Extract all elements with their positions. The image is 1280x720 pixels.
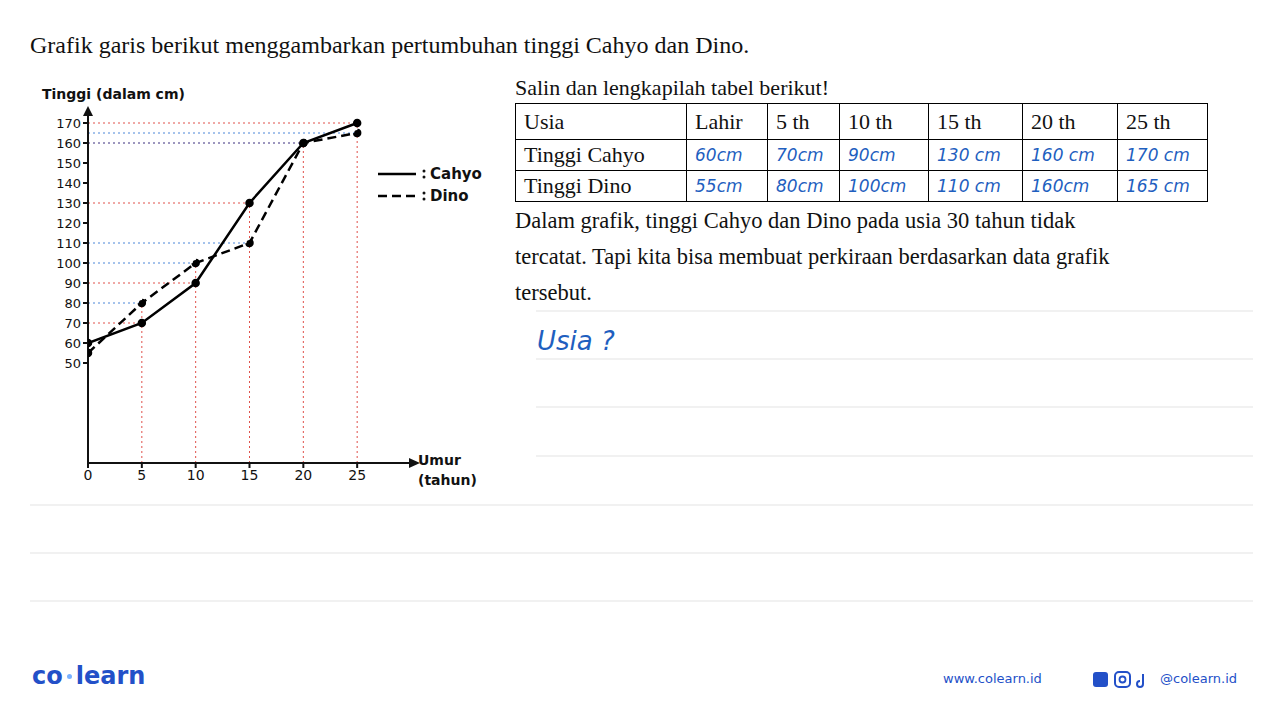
html-text:Usia: Usia (524, 108, 565, 134)
html-text:10 th: 10 th (848, 108, 893, 134)
svg-text:170: 170 (56, 116, 81, 131)
svg-text:90: 90 (64, 276, 81, 291)
html-text:130 cm: 130 cm (937, 145, 1001, 165)
html-text:165 cm: 165 cm (1126, 176, 1190, 196)
html-text:Tinggi Dino: Tinggi Dino (524, 173, 632, 198)
svg-text:80: 80 (64, 296, 81, 311)
svg-text:15: 15 (241, 467, 259, 483)
html-text:Dino: Dino (430, 187, 469, 205)
html-text:160cm: 160cm (1031, 176, 1090, 196)
svg-text:150: 150 (56, 156, 81, 171)
html-text:100cm: 100cm (848, 176, 907, 196)
html-text:90cm: 90cm (848, 145, 896, 165)
svg-text:20: 20 (294, 467, 312, 483)
svg-text:25: 25 (348, 467, 366, 483)
html-text:20 th: 20 th (1031, 108, 1076, 134)
svg-text:0: 0 (84, 467, 93, 483)
html-text:Dalam grafik, tinggi Cahyo dan: Dalam grafik, tinggi Cahyo dan Dino pada… (515, 208, 1076, 233)
svg-text:70: 70 (64, 316, 81, 331)
svg-text:140: 140 (56, 176, 81, 191)
html-text:60cm: 60cm (695, 145, 743, 165)
html-text:Salin dan lengkapilah tabel be: Salin dan lengkapilah tabel berikut! (515, 75, 829, 100)
svg-text:60: 60 (64, 336, 81, 351)
html-text:(tahun): (tahun) (418, 472, 477, 488)
html-text:110 cm: 110 cm (937, 176, 1001, 196)
html-text:Tinggi Cahyo: Tinggi Cahyo (524, 142, 645, 167)
html-text:160 cm: 160 cm (1031, 145, 1095, 165)
svg-text:50: 50 (64, 356, 81, 371)
html-text:www.colearn.id: www.colearn.id (943, 671, 1042, 686)
svg-text:130: 130 (56, 196, 81, 211)
svg-text:5: 5 (137, 467, 146, 483)
svg-text:120: 120 (56, 216, 81, 231)
svg-text:160: 160 (56, 136, 81, 151)
html-text:55cm: 55cm (695, 176, 743, 196)
svg-text:110: 110 (56, 236, 81, 251)
html-text:Lahir: Lahir (695, 108, 743, 134)
html-text:Usia ?: Usia ? (537, 326, 615, 356)
html-text:Cahyo: Cahyo (430, 165, 482, 183)
html-text:Tinggi (dalam cm): Tinggi (dalam cm) (42, 86, 185, 102)
html-text:tersebut.: tersebut. (515, 280, 592, 305)
html-text:170 cm: 170 cm (1126, 145, 1190, 165)
html-text:learn: learn (75, 662, 146, 690)
svg-text:100: 100 (56, 256, 81, 271)
html-text:70cm: 70cm (776, 145, 824, 165)
html-text:Grafik garis berikut menggamba: Grafik garis berikut menggambarkan pertu… (30, 32, 750, 58)
html-text:5 th: 5 th (776, 108, 810, 134)
html-text:15 th: 15 th (937, 108, 982, 134)
html-text:25 th: 25 th (1126, 108, 1171, 134)
html-text:tercatat. Tapi kita bisa membu: tercatat. Tapi kita bisa membuat perkira… (515, 244, 1110, 269)
html-text:co: co (32, 662, 63, 690)
svg-text:10: 10 (187, 467, 205, 483)
html-text:80cm: 80cm (776, 176, 824, 196)
html-text:@colearn.id: @colearn.id (1160, 671, 1237, 686)
html-text:Umur: Umur (418, 452, 461, 468)
